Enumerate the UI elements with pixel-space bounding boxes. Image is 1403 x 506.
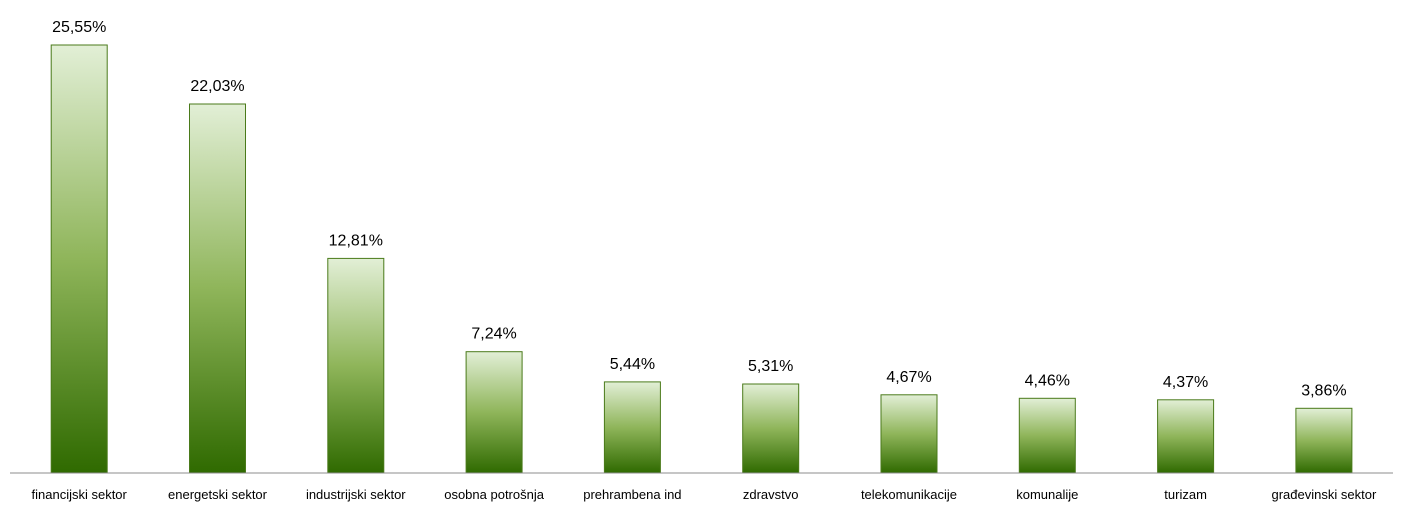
bar-value-label: 12,81% (329, 232, 383, 249)
category-label: građevinski sektor (1272, 487, 1377, 502)
bar (327, 257, 385, 474)
bar-value-label: 4,46% (1025, 372, 1070, 389)
bar-value-label: 3,86% (1301, 382, 1346, 399)
category-label: telekomunikacije (861, 487, 957, 502)
category-label: turizam (1164, 487, 1207, 502)
bar-value-label: 25,55% (52, 19, 106, 36)
bar-value-label: 22,03% (190, 78, 244, 95)
category-label: komunalije (1016, 487, 1078, 502)
bar (465, 351, 523, 474)
category-label: zdravstvo (743, 487, 799, 502)
bar (189, 103, 246, 474)
bar-value-label: 4,67% (886, 369, 931, 386)
bar (1018, 397, 1076, 474)
value-labels-group: 25,55% 22,03% 12,81% 7,24% 5,44% 5,31% 4,67% 4,… (52, 19, 1347, 399)
bar-value-label: 5,44% (610, 356, 655, 373)
bars-group (50, 44, 1353, 474)
category-label: financijski sektor (32, 487, 128, 502)
category-label: prehrambena ind (583, 487, 681, 502)
bar (50, 44, 108, 474)
bar (1157, 399, 1215, 474)
bar (1295, 407, 1353, 474)
bar-value-label: 7,24% (471, 326, 516, 343)
category-label: industrijski sektor (306, 487, 406, 502)
category-label: osobna potrošnja (444, 487, 545, 502)
bar-value-label: 4,37% (1163, 374, 1208, 391)
category-label: energetski sektor (168, 487, 268, 502)
bar (880, 394, 938, 474)
bar-value-label: 5,31% (748, 358, 793, 375)
bar (742, 383, 800, 474)
category-labels-group: financijski sektor energetski sektor indus… (32, 487, 1377, 502)
bar (603, 381, 661, 474)
